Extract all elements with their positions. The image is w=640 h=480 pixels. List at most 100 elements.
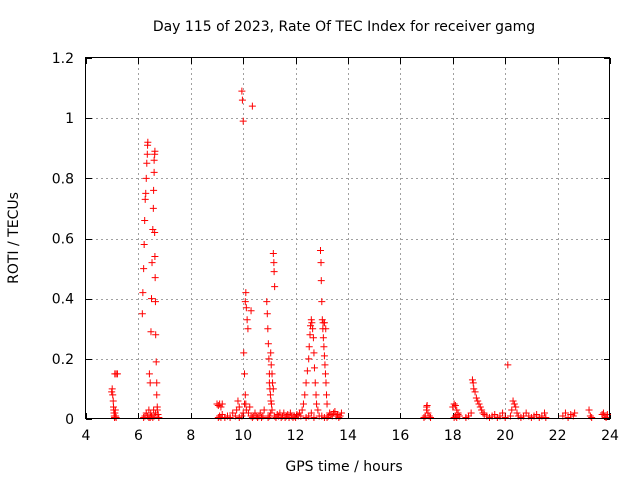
- data-point: [269, 379, 277, 387]
- data-point: [143, 159, 151, 167]
- data-point: [264, 325, 272, 333]
- data-point: [302, 379, 310, 387]
- data-point: [140, 241, 148, 249]
- data-point: [420, 413, 428, 421]
- data-point: [241, 400, 249, 408]
- data-point: [424, 409, 432, 417]
- data-point: [454, 410, 462, 418]
- data-point: [267, 361, 275, 369]
- x-axis-label: GPS time / hours: [285, 459, 402, 475]
- grid: [86, 58, 610, 419]
- data-point: [542, 413, 550, 421]
- data-point: [509, 397, 517, 405]
- y-tick-labels: 0 0.2 0.4 0.6 0.8 1 1.2: [52, 51, 74, 428]
- data-point: [571, 409, 579, 417]
- data-point: [453, 406, 461, 414]
- data-point: [149, 204, 157, 212]
- data-point: [239, 117, 247, 125]
- data-point: [226, 413, 234, 421]
- data-point: [147, 409, 155, 417]
- data-point: [144, 138, 152, 146]
- data-point: [301, 391, 309, 399]
- data-point: [561, 409, 569, 417]
- data-point: [264, 413, 272, 421]
- x-tick-label: 20: [496, 428, 514, 444]
- data-point: [323, 391, 331, 399]
- data-point: [298, 406, 306, 414]
- x-tick-label: 16: [391, 428, 409, 444]
- data-point: [241, 370, 249, 378]
- data-point: [148, 295, 155, 303]
- data-point: [310, 413, 318, 421]
- data-point: [468, 376, 476, 384]
- data-point: [499, 409, 507, 417]
- data-point: [317, 277, 325, 285]
- data-point: [151, 228, 159, 236]
- data-point: [265, 355, 273, 363]
- chart-title: Day 115 of 2023, Rate Of TEC Index for r…: [153, 19, 535, 35]
- data-point: [258, 413, 266, 421]
- data-point: [139, 289, 147, 297]
- data-point: [241, 391, 249, 399]
- data-point: [242, 304, 250, 312]
- y-tick-label: 0: [65, 412, 74, 428]
- data-point: [143, 150, 151, 158]
- data-point: [316, 247, 324, 255]
- data-point: [217, 403, 225, 411]
- data-points: [108, 87, 611, 421]
- data-point: [286, 409, 294, 417]
- data-point: [268, 370, 276, 378]
- data-point: [423, 401, 431, 409]
- data-point: [321, 370, 329, 378]
- x-tick-label: 8: [186, 428, 195, 444]
- data-point: [108, 385, 116, 393]
- data-point: [314, 406, 322, 414]
- data-point: [306, 331, 314, 339]
- data-point: [145, 413, 153, 421]
- data-point: [453, 413, 461, 421]
- data-point: [320, 352, 328, 360]
- data-point: [238, 96, 246, 104]
- data-point: [267, 400, 275, 408]
- y-tick-label: 1: [65, 111, 74, 127]
- data-point: [541, 409, 548, 417]
- data-point: [111, 409, 119, 417]
- data-point: [599, 409, 607, 417]
- data-point: [150, 406, 158, 414]
- data-point: [241, 298, 249, 306]
- data-point: [322, 325, 330, 333]
- x-tick-label: 10: [234, 428, 252, 444]
- data-point: [323, 400, 331, 408]
- data-point: [322, 379, 330, 387]
- data-point: [244, 325, 252, 333]
- data-point: [247, 307, 255, 315]
- data-point: [150, 186, 158, 194]
- x-tick-label: 22: [549, 428, 567, 444]
- data-point: [267, 409, 275, 417]
- plot-frame: [85, 57, 610, 419]
- data-point: [141, 216, 149, 224]
- data-point: [218, 400, 226, 408]
- x-tick-label: 12: [287, 428, 305, 444]
- data-point: [269, 385, 277, 393]
- data-point: [150, 156, 158, 164]
- data-point: [149, 225, 157, 233]
- data-point: [248, 102, 256, 110]
- data-point: [451, 401, 459, 409]
- data-point: [602, 413, 610, 421]
- data-point: [109, 397, 117, 405]
- data-point: [472, 394, 480, 402]
- data-point: [151, 298, 159, 306]
- data-point: [469, 379, 477, 387]
- data-point: [510, 400, 518, 408]
- data-point: [312, 391, 320, 399]
- data-point: [142, 174, 150, 182]
- y-axis-label: ROTI / TECUs: [6, 192, 22, 284]
- data-point: [320, 319, 328, 327]
- data-point: [309, 325, 317, 333]
- x-tick-label: 18: [444, 428, 462, 444]
- data-point: [478, 406, 486, 414]
- data-point: [154, 410, 162, 418]
- data-point: [474, 397, 482, 405]
- data-point: [234, 397, 242, 405]
